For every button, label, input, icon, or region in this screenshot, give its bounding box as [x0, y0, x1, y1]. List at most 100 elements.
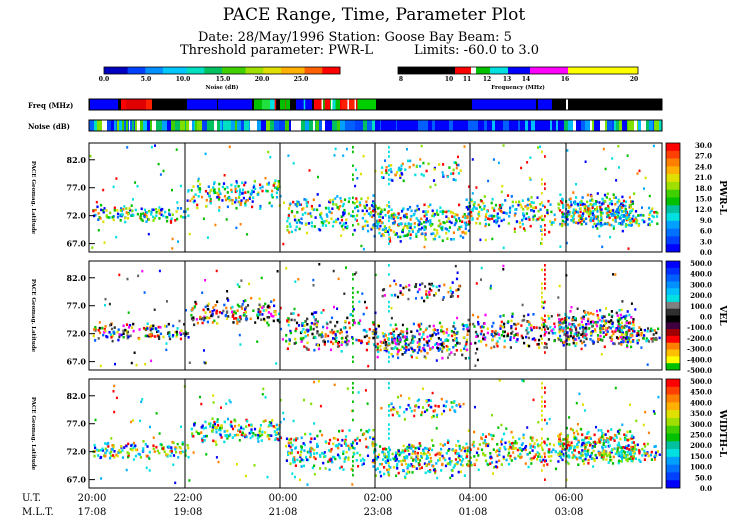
data-point	[409, 224, 412, 228]
data-point	[572, 209, 575, 213]
data-point	[381, 288, 385, 292]
data-point	[342, 452, 345, 455]
streak-point	[544, 386, 546, 390]
noise-strip-cell	[137, 120, 140, 131]
data-point	[394, 323, 397, 327]
data-point	[554, 331, 557, 335]
streak-point	[541, 237, 543, 241]
data-point	[621, 229, 624, 233]
data-point	[474, 364, 477, 367]
data-point	[267, 323, 270, 327]
data-point	[436, 329, 439, 332]
data-point	[544, 320, 547, 324]
data-point	[469, 342, 473, 345]
noise-strip-cell	[418, 120, 422, 131]
data-point	[278, 312, 281, 316]
data-point	[415, 459, 418, 463]
data-point	[569, 444, 572, 447]
data-point	[582, 441, 585, 445]
data-point	[237, 433, 240, 437]
data-point	[345, 226, 349, 230]
data-point	[437, 405, 440, 408]
data-point	[558, 313, 561, 317]
data-point	[231, 427, 235, 431]
data-point	[110, 336, 113, 339]
data-point	[138, 453, 142, 456]
noise-strip-cell	[458, 120, 459, 131]
data-point	[519, 456, 522, 460]
data-point	[292, 460, 295, 464]
freq-strip-tick	[321, 99, 324, 110]
data-point	[390, 214, 393, 217]
data-point	[643, 187, 645, 190]
data-point	[529, 326, 532, 329]
data-point	[632, 455, 635, 458]
data-point	[309, 454, 312, 457]
data-point	[559, 334, 562, 338]
data-point	[376, 342, 379, 346]
data-point	[425, 447, 428, 450]
data-point	[529, 178, 532, 181]
data-point	[310, 204, 313, 208]
data-point	[355, 205, 358, 208]
data-point	[367, 342, 370, 345]
data-point	[604, 167, 607, 171]
data-point	[168, 337, 172, 341]
data-point	[209, 201, 212, 205]
data-point	[583, 336, 586, 339]
data-point	[648, 194, 651, 198]
data-point	[250, 296, 253, 300]
noise-strip-cell	[185, 120, 186, 131]
data-point	[372, 323, 375, 326]
data-point	[484, 454, 487, 457]
data-point	[482, 325, 485, 329]
data-point	[529, 224, 532, 228]
data-point	[568, 455, 571, 459]
data-point	[630, 327, 633, 331]
data-point	[539, 455, 542, 459]
data-point	[457, 228, 460, 231]
data-point	[218, 311, 221, 314]
noise-strip-cell	[114, 120, 116, 131]
data-point	[631, 447, 634, 451]
data-point	[584, 330, 587, 333]
data-point	[249, 430, 252, 433]
data-point	[449, 286, 452, 290]
data-point	[99, 456, 102, 460]
data-point	[610, 428, 613, 431]
data-point	[98, 331, 102, 334]
data-point	[615, 436, 618, 439]
data-point	[422, 333, 425, 336]
data-point	[520, 449, 523, 452]
data-point	[603, 453, 606, 456]
data-point	[134, 448, 137, 452]
data-point	[386, 204, 389, 207]
y-tick-label: 77.0	[67, 301, 87, 311]
noise-strip-cell	[540, 120, 545, 131]
colorbar-cell	[666, 363, 680, 371]
noise-strip-cell	[129, 120, 130, 131]
noise-strip-cell	[612, 120, 614, 131]
data-point	[464, 224, 467, 227]
data-point	[153, 216, 156, 220]
data-point	[580, 333, 583, 336]
colorbar-cell	[666, 301, 680, 309]
noise-strip-cell	[380, 120, 381, 131]
data-point	[306, 204, 309, 208]
streak-point	[544, 277, 546, 281]
data-point	[537, 146, 539, 149]
data-point	[599, 220, 602, 223]
noise-strip-cell	[462, 120, 467, 131]
streak-point	[352, 214, 354, 218]
data-point	[390, 316, 393, 320]
data-point	[247, 190, 250, 194]
data-point	[602, 455, 605, 458]
data-point	[348, 446, 351, 450]
data-point	[425, 217, 428, 220]
data-point	[491, 217, 494, 220]
data-point	[202, 308, 205, 312]
data-point	[434, 183, 437, 187]
data-point	[122, 332, 125, 335]
data-point	[252, 196, 255, 199]
data-point	[386, 459, 389, 462]
